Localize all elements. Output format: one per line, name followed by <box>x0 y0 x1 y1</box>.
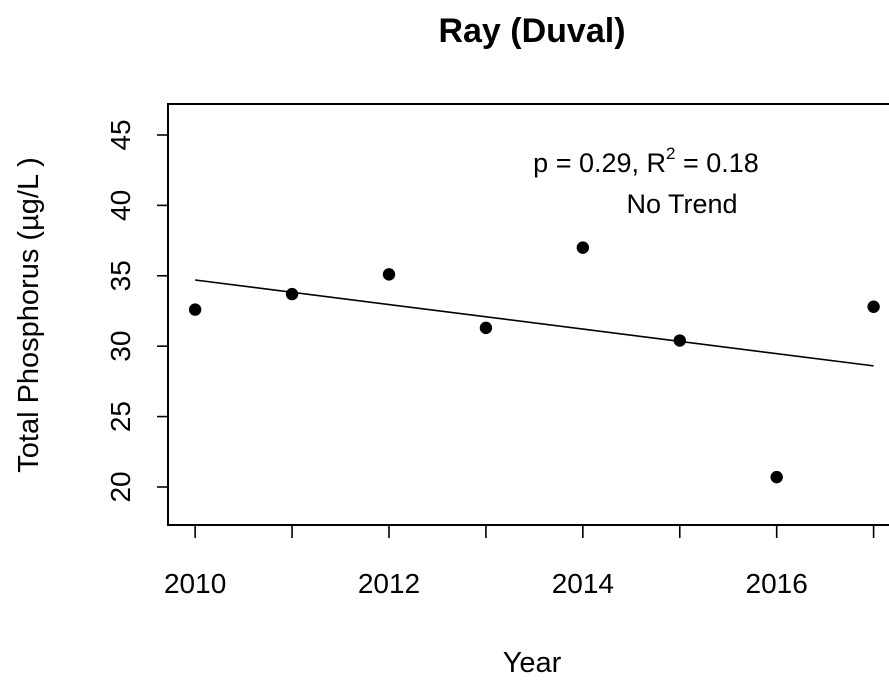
data-point <box>576 241 590 254</box>
y-tick-label: 25 <box>105 401 136 432</box>
y-tick-label: 30 <box>105 331 136 362</box>
trend-annotation: No Trend <box>626 189 737 219</box>
stats-suffix: = 0.18 <box>675 148 758 178</box>
stats-annotation: p = 0.29, R2 = 0.18 <box>533 144 759 178</box>
x-tick-label: 2014 <box>552 568 614 599</box>
data-point <box>770 470 783 484</box>
stats-prefix: p = 0.29, R <box>533 148 666 178</box>
x-axis-title: Year <box>503 647 562 679</box>
y-tick-label: 40 <box>105 190 136 221</box>
y-axis: 20 25 30 35 40 45 <box>105 119 168 503</box>
data-point <box>479 321 493 335</box>
chart-title: Ray (Duval) <box>438 12 625 50</box>
trend-line <box>195 279 874 367</box>
data-point <box>867 300 880 313</box>
y-tick-label: 35 <box>105 260 136 291</box>
data-points <box>188 241 880 484</box>
stats-superscript: 2 <box>666 144 675 163</box>
plot-area-frame <box>167 103 889 526</box>
data-point <box>673 334 686 347</box>
data-point <box>188 303 202 316</box>
data-point <box>285 287 299 301</box>
y-axis-title: Total Phosphorus (µg/L ) <box>13 157 45 472</box>
x-tick-label: 2010 <box>164 568 226 599</box>
x-tick-label: 2012 <box>358 568 420 599</box>
data-point <box>382 268 396 281</box>
x-tick-label: 2016 <box>746 568 808 599</box>
y-tick-label: 45 <box>105 119 136 150</box>
y-tick-label: 20 <box>105 471 136 502</box>
x-axis: 2010 2012 2014 2016 <box>164 525 875 599</box>
